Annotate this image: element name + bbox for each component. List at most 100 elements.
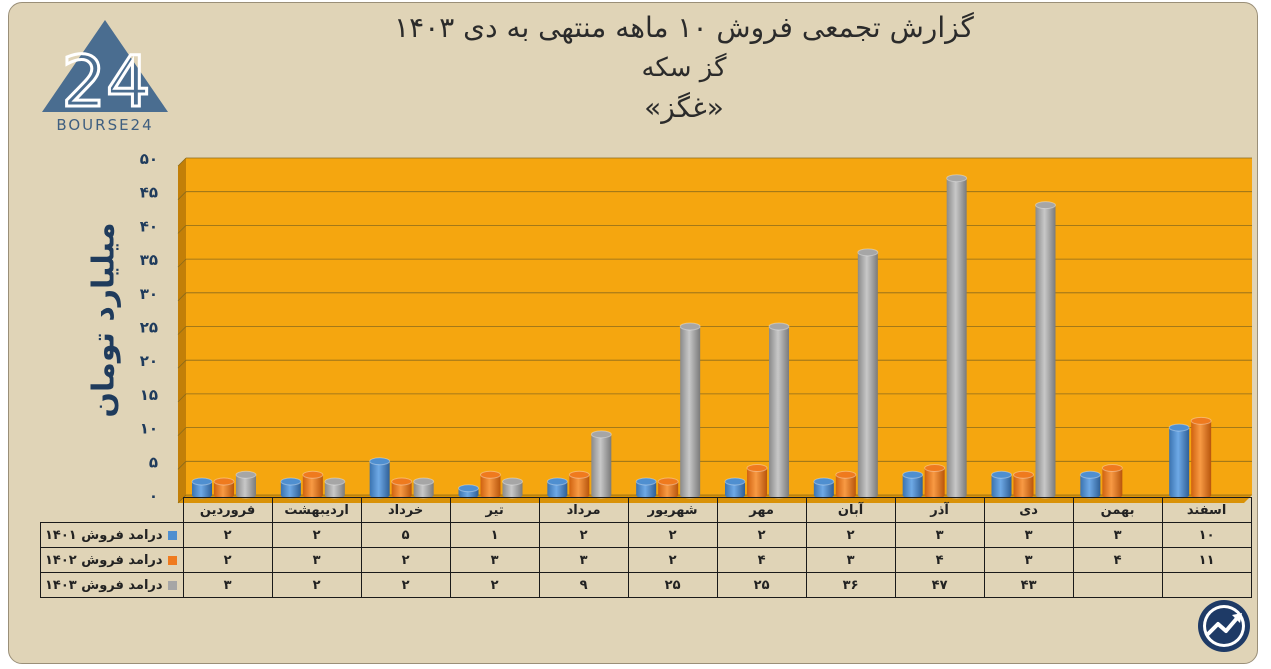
bar xyxy=(546,477,568,499)
bar xyxy=(1035,201,1056,499)
bourse24-logo: 24 xyxy=(42,20,168,125)
bar xyxy=(724,477,746,499)
x-tick-label: آبان xyxy=(805,497,896,523)
data-label xyxy=(1161,572,1252,598)
bar xyxy=(991,470,1012,499)
data-label: ۳ xyxy=(894,522,985,548)
bar xyxy=(480,470,501,499)
x-tick-label: مهر xyxy=(716,497,807,523)
x-tick-label: بهمن xyxy=(1072,497,1163,523)
bar xyxy=(590,430,612,499)
legend-label: درامد فروش ۱۴۰۳ xyxy=(45,577,163,593)
y-tick-label: ۱۵ xyxy=(140,386,158,404)
data-label: ۲۵ xyxy=(716,572,807,598)
grid-line-side xyxy=(177,427,187,436)
table-row: درامد فروش ۱۴۰۱ ۲ ۲ ۵ ۱ ۲ ۲ ۲ ۲ ۳ ۳ ۳ ۱۰ xyxy=(40,522,1252,548)
x-tick-label: اسفند xyxy=(1161,497,1252,523)
table-header-row: فروردین اردیبهشت خرداد تیر مرداد شهریور مهر آبا… xyxy=(41,497,1252,523)
legend-entry: درامد فروش ۱۴۰۲ xyxy=(40,547,184,573)
y-tick-label: ۲۵ xyxy=(140,319,158,337)
y-tick-label: ۳۵ xyxy=(140,251,158,269)
bar xyxy=(857,248,879,499)
bar xyxy=(391,477,413,499)
data-label: ۳ xyxy=(983,522,1074,548)
legend-swatch xyxy=(167,530,177,540)
data-label: ۱۱ xyxy=(1161,547,1252,573)
bar xyxy=(746,464,768,499)
bar xyxy=(324,477,346,499)
bar xyxy=(1013,470,1034,499)
table-row: درامد فروش ۱۴۰۲ ۲ ۳ ۲ ۳ ۳ ۲ ۴ ۳ ۴ ۳ ۴ ۱۱ xyxy=(40,547,1252,573)
y-tick-label: ۳۰ xyxy=(140,285,158,303)
data-label: ۴ xyxy=(894,547,985,573)
y-tick-label: ۲۰ xyxy=(140,352,158,370)
data-label: ۴۷ xyxy=(894,572,985,598)
bar xyxy=(835,470,857,499)
bar xyxy=(813,477,835,499)
bar xyxy=(413,477,435,499)
bar xyxy=(191,477,213,499)
bar xyxy=(1101,464,1123,499)
data-label: ۲ xyxy=(271,572,362,598)
data-label: ۳ xyxy=(538,547,629,573)
bar xyxy=(280,477,302,499)
grid-line-side xyxy=(177,326,187,335)
y-tick-label: ۵۰ xyxy=(140,150,158,168)
x-tick-label: فروردین xyxy=(182,497,273,523)
data-label: ۳ xyxy=(983,547,1074,573)
data-label: ۲ xyxy=(271,522,362,548)
x-tick-label: مرداد xyxy=(538,497,629,523)
data-label: ۱ xyxy=(449,522,540,548)
x-tick-label: شهریور xyxy=(627,497,718,523)
grid-line-side xyxy=(177,494,187,504)
data-label: ۴ xyxy=(1072,547,1163,573)
table-corner xyxy=(41,498,184,523)
grid-line-side xyxy=(177,258,187,268)
grid-line-side xyxy=(177,461,187,470)
x-tick-label: آذر xyxy=(894,497,985,523)
y-tick-label: ۴۰ xyxy=(140,217,158,235)
x-tick-label: تیر xyxy=(449,497,540,523)
data-label: ۲ xyxy=(449,572,540,598)
data-label: ۴۳ xyxy=(983,572,1074,598)
y-tick-label: ۱۰ xyxy=(140,420,158,438)
svg-text:24: 24 xyxy=(61,41,150,123)
bar xyxy=(1190,416,1212,499)
data-label: ۳ xyxy=(182,572,273,598)
grid-line-side xyxy=(177,359,187,369)
y-tick-label: ۰ xyxy=(149,487,158,505)
bar xyxy=(902,470,924,499)
legend-label: درامد فروش ۱۴۰۲ xyxy=(45,552,163,568)
data-label: ۲۵ xyxy=(627,572,718,598)
y-tick-label: ۵ xyxy=(149,453,158,471)
data-label: ۵ xyxy=(360,522,451,548)
bar xyxy=(369,457,391,499)
data-label: ۲ xyxy=(627,522,718,548)
bar xyxy=(679,322,701,499)
grid-line-side xyxy=(177,191,187,200)
grid-line-side xyxy=(177,157,187,167)
data-label: ۲ xyxy=(716,522,807,548)
data-label: ۲ xyxy=(360,572,451,598)
data-label: ۳ xyxy=(271,547,362,573)
data-label: ۴ xyxy=(716,547,807,573)
data-label: ۲ xyxy=(627,547,718,573)
x-tick-label: دی xyxy=(983,497,1074,523)
bar xyxy=(502,477,523,499)
bar xyxy=(458,484,479,499)
legend-label: درامد فروش ۱۴۰۱ xyxy=(45,527,163,543)
grid-line-side xyxy=(177,292,187,302)
data-label: ۱۰ xyxy=(1161,522,1252,548)
bar xyxy=(568,470,590,499)
data-label xyxy=(1072,572,1163,598)
data-label: ۲ xyxy=(182,547,273,573)
chart-subtitle: گز سکه xyxy=(641,53,727,83)
grid-line-side xyxy=(177,393,187,403)
data-label: ۹ xyxy=(538,572,629,598)
data-label: ۳ xyxy=(449,547,540,573)
bar xyxy=(657,477,679,499)
data-label: ۲ xyxy=(805,522,896,548)
bar xyxy=(1079,470,1101,499)
data-label: ۳۶ xyxy=(805,572,896,598)
bar xyxy=(235,470,257,499)
